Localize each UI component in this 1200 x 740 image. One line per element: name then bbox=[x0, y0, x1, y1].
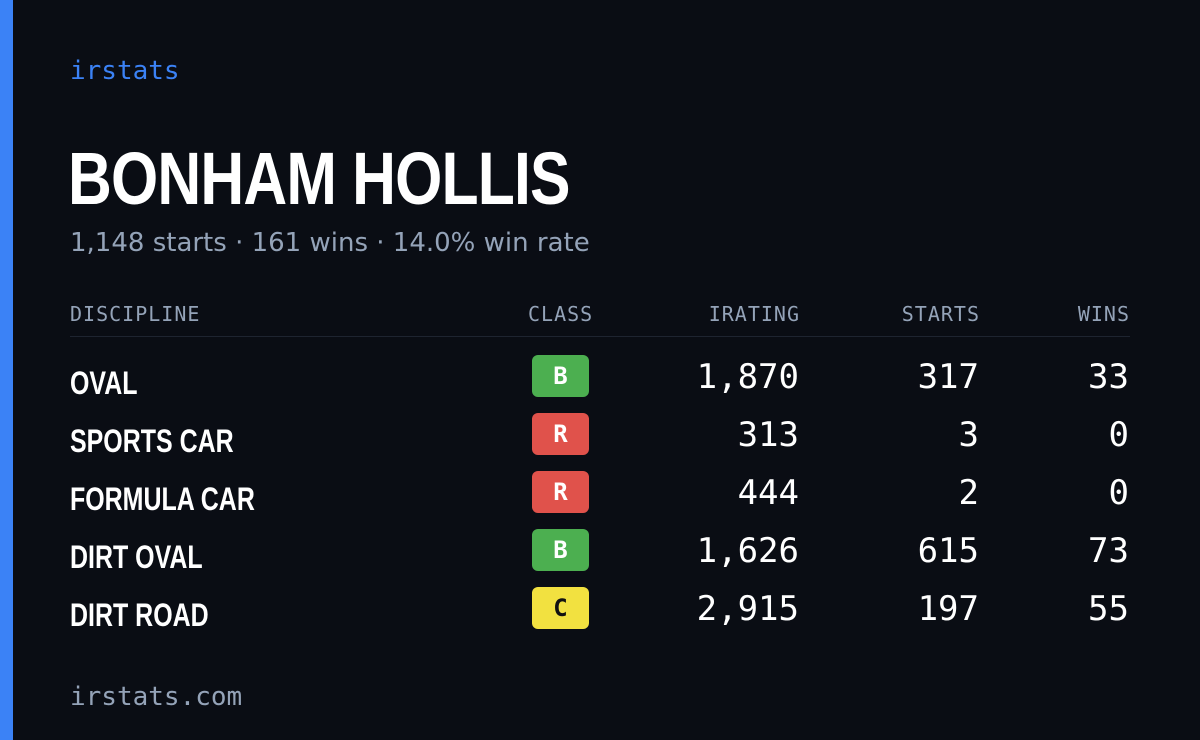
wins-value: 0 bbox=[1108, 415, 1129, 455]
class-badge: B bbox=[532, 529, 589, 571]
discipline-label: DIRT ROAD bbox=[70, 597, 209, 633]
irating-value: 1,626 bbox=[696, 531, 799, 571]
footer-url: irstats.com bbox=[70, 682, 243, 712]
irating-value: 2,915 bbox=[696, 589, 799, 629]
driver-name: BONHAM HOLLIS bbox=[68, 137, 571, 220]
header-irating: IRATING bbox=[708, 302, 800, 326]
class-badge: C bbox=[532, 587, 589, 629]
header-discipline: DISCIPLINE bbox=[70, 302, 201, 326]
table-header: DISCIPLINE CLASS IRATING STARTS WINS bbox=[70, 296, 1130, 337]
class-badge: R bbox=[532, 471, 589, 513]
header-wins: WINS bbox=[1077, 302, 1130, 326]
header-starts: STARTS bbox=[901, 302, 980, 326]
stats-table: DISCIPLINE CLASS IRATING STARTS WINS OVA… bbox=[70, 296, 1130, 643]
class-badge: B bbox=[532, 355, 589, 397]
starts-value: 615 bbox=[917, 531, 979, 571]
table-row: FORMULA CAR R 444 2 0 bbox=[70, 469, 1130, 527]
discipline-label: DIRT OVAL bbox=[70, 539, 203, 575]
table-body: OVAL B 1,870 317 33 SPORTS CAR R 313 3 0… bbox=[70, 337, 1130, 643]
discipline-label: SPORTS CAR bbox=[70, 423, 234, 459]
discipline-label: FORMULA CAR bbox=[70, 481, 255, 517]
starts-value: 3 bbox=[958, 415, 979, 455]
table-row: DIRT ROAD C 2,915 197 55 bbox=[70, 585, 1130, 643]
class-badge: R bbox=[532, 413, 589, 455]
starts-value: 2 bbox=[958, 473, 979, 513]
table-row: SPORTS CAR R 313 3 0 bbox=[70, 411, 1130, 469]
accent-bar bbox=[0, 0, 13, 740]
driver-summary: 1,148 starts · 161 wins · 14.0% win rate bbox=[70, 228, 590, 258]
starts-value: 317 bbox=[917, 357, 979, 397]
discipline-label: OVAL bbox=[70, 365, 138, 401]
table-row: DIRT OVAL B 1,626 615 73 bbox=[70, 527, 1130, 585]
wins-value: 73 bbox=[1088, 531, 1129, 571]
starts-value: 197 bbox=[917, 589, 979, 629]
irating-value: 313 bbox=[737, 415, 799, 455]
wins-value: 33 bbox=[1088, 357, 1129, 397]
irating-value: 1,870 bbox=[696, 357, 799, 397]
wins-value: 55 bbox=[1088, 589, 1129, 629]
brand-logo: irstats bbox=[70, 56, 180, 86]
table-row: OVAL B 1,870 317 33 bbox=[70, 353, 1130, 411]
irating-value: 444 bbox=[737, 473, 799, 513]
header-class: CLASS bbox=[528, 302, 594, 326]
wins-value: 0 bbox=[1108, 473, 1129, 513]
